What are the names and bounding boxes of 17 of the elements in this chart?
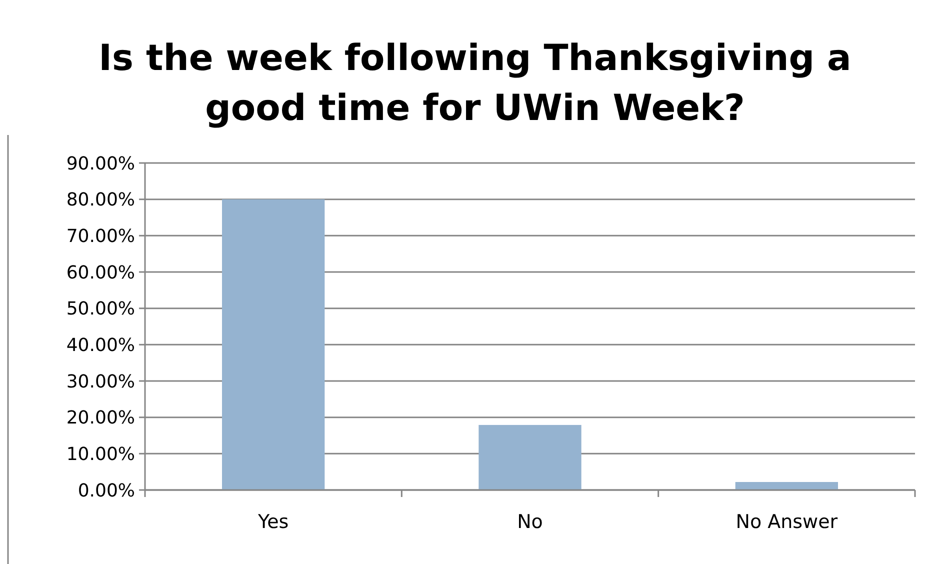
x-tick-label: Yes <box>256 511 289 533</box>
x-tick-label: No Answer <box>736 511 838 533</box>
y-tick-label: 20.00% <box>66 408 135 429</box>
y-tick-label: 30.00% <box>66 371 135 392</box>
chart-title: Is the week following Thanksgiving a good time for UWin Week? <box>98 38 852 129</box>
x-tick-label: No <box>517 511 543 533</box>
y-tick-label: 10.00% <box>66 444 135 465</box>
y-tick-label: 80.00% <box>66 190 135 211</box>
y-tick-label: 50.00% <box>66 298 135 320</box>
y-tick-label: 70.00% <box>66 226 135 247</box>
bar <box>478 424 582 490</box>
y-tick-label: 60.00% <box>66 262 135 284</box>
y-tick-label: 0.00% <box>78 480 135 502</box>
bar <box>735 482 838 490</box>
bar <box>222 199 325 490</box>
y-tick-label: 90.00% <box>66 153 135 174</box>
y-tick-label: 40.00% <box>66 334 135 356</box>
